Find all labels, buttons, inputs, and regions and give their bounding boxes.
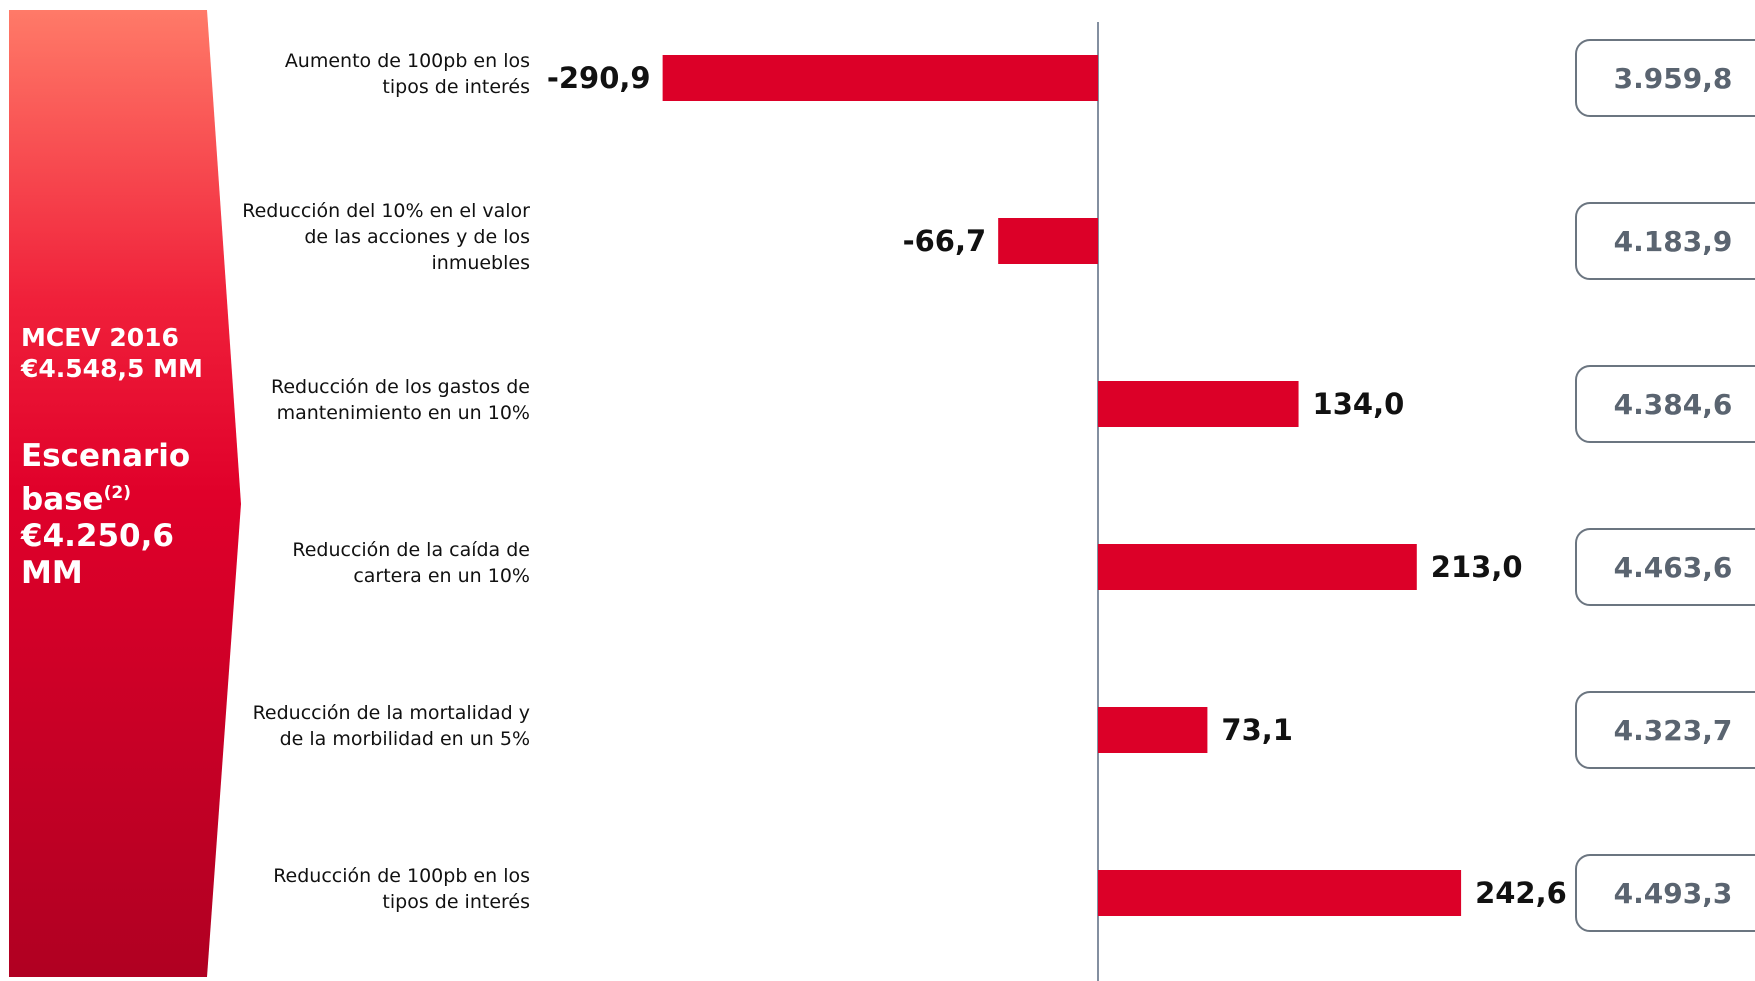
result-value: 4.493,3 (1614, 877, 1733, 910)
result-value: 4.323,7 (1614, 714, 1733, 747)
value-label: -290,9 (547, 61, 651, 95)
category-label: Reducción de la mortalidad y de la morbi… (252, 702, 530, 750)
panel-mcev: MCEV 2016 €4.548,5 MM (21, 322, 203, 384)
category-label: Reducción de la caída de cartera en un 1… (292, 539, 530, 587)
result-value: 4.384,6 (1614, 388, 1733, 421)
result-box (1575, 202, 1755, 280)
result-box (1575, 365, 1755, 443)
result-value: 4.463,6 (1614, 551, 1733, 584)
value-label: 242,6 (1475, 876, 1567, 910)
scenario-panel (9, 10, 241, 977)
panel-text: €4.548,5 MM (21, 354, 203, 383)
panel-text: Escenario base(2) (21, 438, 221, 518)
result-box (1575, 691, 1755, 769)
category-label: Reducción de 100pb en los tipos de inter… (273, 865, 530, 913)
bar (1098, 707, 1208, 753)
result-box (1575, 854, 1755, 932)
bar (998, 218, 1098, 264)
result-box (1575, 39, 1755, 117)
result-value: 3.959,8 (1614, 62, 1733, 95)
bar (1098, 870, 1462, 916)
panel-text: MCEV 2016 (21, 323, 179, 352)
value-label: 213,0 (1431, 550, 1523, 584)
panel-text: €4.250,6 MM (21, 518, 174, 592)
value-label: 73,1 (1221, 713, 1293, 747)
result-box (1575, 528, 1755, 606)
result-value: 4.183,9 (1614, 225, 1733, 258)
bar (662, 55, 1098, 101)
footnote: (2) (103, 483, 131, 503)
panel-base: Escenario base(2) €4.250,6 MM (21, 438, 221, 592)
panel-text: Escenario base (21, 438, 191, 518)
bar (1098, 544, 1417, 590)
category-label: Reducción de los gastos de mantenimiento… (270, 376, 530, 424)
value-label: 134,0 (1313, 387, 1405, 421)
bar (1098, 381, 1299, 427)
value-label: -66,7 (903, 224, 987, 258)
category-label: Aumento de 100pb en los tipos de interés (284, 50, 530, 98)
category-label: Reducción del 10% en el valor de las acc… (242, 200, 530, 274)
